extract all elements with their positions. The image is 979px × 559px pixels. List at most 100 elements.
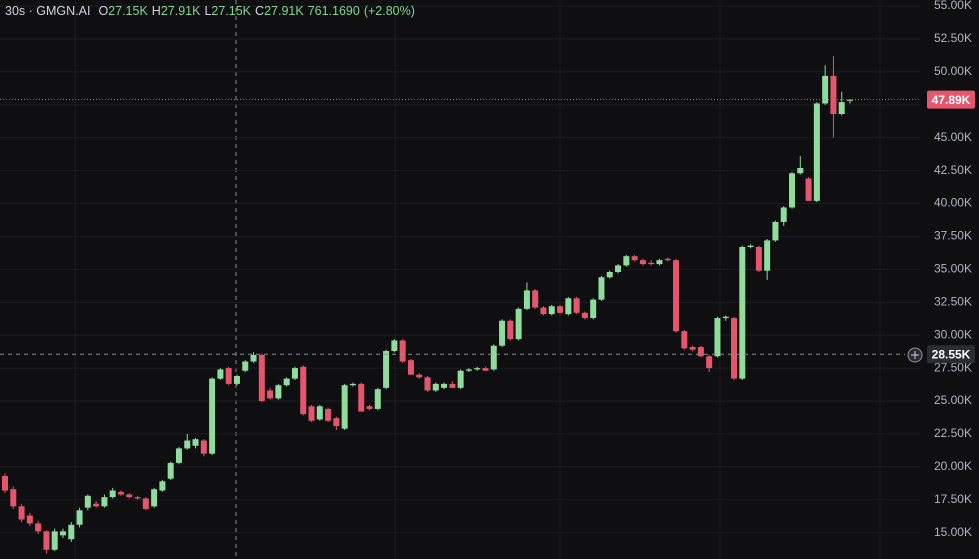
y-tick-label: 22.50K (934, 426, 972, 440)
candle-body (639, 260, 646, 265)
candle-body (59, 531, 66, 536)
candle-body (184, 440, 191, 449)
candle-body (714, 318, 721, 357)
y-tick-label: 50.00K (934, 64, 972, 78)
candle-body (109, 490, 116, 498)
y-tick-label: 52.50K (934, 31, 972, 45)
candle-body (407, 360, 414, 375)
candle-body (482, 368, 489, 371)
candle-body (51, 531, 58, 550)
y-tick-label: 35.00K (934, 262, 972, 276)
time-grid (74, 0, 881, 559)
candle-body (374, 389, 381, 409)
candle-body (26, 515, 33, 524)
candle-body (225, 368, 232, 384)
candle-body (275, 385, 282, 399)
candle-body (358, 383, 365, 412)
y-tick-label: 40.00K (934, 196, 972, 210)
candle-body (432, 383, 439, 391)
candle-body (366, 406, 373, 409)
candle-body (457, 370, 464, 388)
y-tick-label: 25.00K (934, 393, 972, 407)
candle-body (126, 494, 133, 498)
candle-body (697, 347, 704, 357)
candle-body (673, 260, 680, 332)
candle-body (780, 207, 787, 222)
change: 761.1690 (307, 4, 360, 18)
candle-body (789, 173, 796, 208)
overlay: 47.89K 28.55K (0, 90, 975, 364)
candle-body (424, 377, 431, 391)
candle-body (258, 354, 265, 402)
candle-body (325, 408, 332, 421)
candle-body (101, 497, 108, 507)
candle-body (283, 378, 290, 386)
candle-body (805, 178, 812, 201)
candle-body (838, 102, 845, 115)
candle-body (606, 271, 613, 278)
candle-body (18, 506, 25, 520)
candle-body (349, 383, 356, 386)
candle-body (664, 258, 671, 261)
candle-body (250, 354, 257, 362)
candle-body (35, 523, 42, 532)
candle-body (731, 318, 738, 379)
candle-body (739, 246, 746, 379)
candle-body (557, 306, 564, 313)
candle-body (416, 374, 423, 378)
candle-body (341, 385, 348, 429)
y-tick-label: 20.00K (934, 459, 972, 473)
candle-body (747, 245, 754, 247)
ohlc-label: O (98, 4, 109, 18)
candle-body (217, 369, 224, 379)
candle-body (615, 265, 622, 272)
candle-body (822, 75, 829, 104)
ohlc-value: 27.15K (108, 4, 148, 18)
candle-body (117, 491, 124, 495)
symbol-title: 30s · GMGN.AI (5, 4, 91, 18)
candle-body (772, 221, 779, 241)
ohlc-label: C (255, 4, 265, 18)
candle-body (43, 531, 50, 550)
candle-body (465, 369, 472, 371)
candle-body (300, 366, 307, 415)
candle-body (656, 260, 663, 265)
ohlc-label: L (204, 4, 212, 18)
ohlc-value: 27.91K (160, 4, 201, 18)
candle-body (175, 448, 182, 463)
candle-body (689, 347, 696, 350)
y-tick-label: 15.00K (934, 525, 972, 539)
candle-body (200, 440, 207, 454)
candle-body (532, 290, 539, 308)
change-pct: (+2.80%) (363, 4, 415, 18)
y-tick-label: 32.50K (934, 294, 972, 308)
candle-body (308, 406, 315, 421)
crosshair-add-button[interactable] (907, 347, 923, 363)
candle-body (623, 256, 630, 266)
candle-body (68, 524, 75, 540)
candle-body (209, 378, 216, 454)
candle-body (441, 383, 448, 388)
ohlc-value: 27.15K (211, 4, 252, 18)
grid: 15.00K 17.50K 20.00K 22.50K 25.00K 27.50K 30.0… (0, 0, 972, 539)
crosshair-label: 28.55K (932, 347, 971, 361)
candle-body (2, 476, 8, 491)
last-price-label: 47.89K (932, 93, 971, 107)
candle-body (706, 356, 713, 369)
candle-body (391, 340, 398, 351)
candle-body (515, 308, 522, 340)
candle-body (722, 316, 729, 319)
candle-body (490, 345, 497, 370)
candle-body (134, 497, 141, 499)
candle-body (84, 495, 91, 508)
candle-body (507, 320, 514, 340)
candle-body (93, 503, 100, 507)
candle-body (648, 262, 655, 265)
candle-body (167, 462, 174, 479)
candle-body (449, 383, 456, 388)
candle-body (267, 390, 274, 399)
candle-body (565, 298, 572, 315)
candle-body (399, 340, 406, 362)
